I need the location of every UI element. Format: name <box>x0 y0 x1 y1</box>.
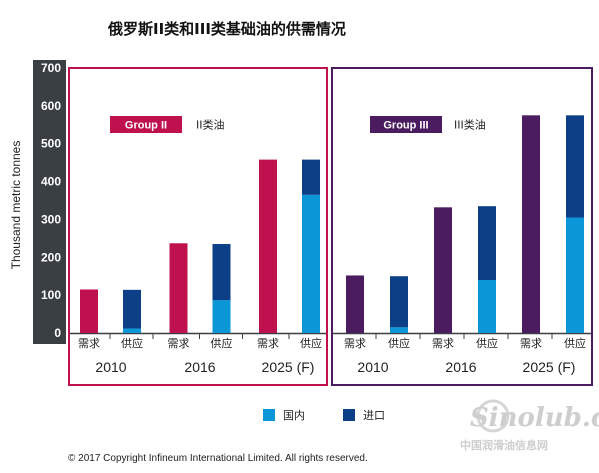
legend-label-import: 进口 <box>363 409 385 422</box>
bar-supply-domestic <box>123 328 141 333</box>
year-label: 2025 (F) <box>523 359 576 375</box>
bar-supply-import <box>390 276 408 328</box>
group-badge <box>110 116 182 133</box>
panel-frame <box>68 67 328 386</box>
y-tick-label: 400 <box>41 175 61 189</box>
bar-supply-import <box>212 244 231 301</box>
bar-supply-domestic <box>566 217 584 333</box>
bar-supply-import <box>302 159 320 195</box>
y-tick-label: 700 <box>41 61 61 75</box>
x-label-demand: 需求 <box>432 337 454 350</box>
x-label-demand: 需求 <box>520 337 542 350</box>
x-label-demand: 需求 <box>257 337 279 350</box>
x-label-supply: 供应 <box>476 336 498 350</box>
watermark-cn: 中国润滑油信息网 <box>460 438 548 452</box>
y-tick-label: 200 <box>41 250 61 264</box>
year-label: 2010 <box>357 359 388 375</box>
group-desc: II类油 <box>196 118 225 132</box>
bar-supply-import <box>566 115 584 218</box>
group-desc: III类油 <box>454 118 486 132</box>
watermark-brand: Sinolub.com <box>470 403 599 433</box>
bar-demand <box>346 275 364 333</box>
x-label-demand: 需求 <box>344 337 366 350</box>
bar-supply-domestic <box>390 327 408 333</box>
group-label: Group III <box>383 120 428 132</box>
x-label-demand: 需求 <box>78 337 100 350</box>
x-label-supply: 供应 <box>121 336 143 350</box>
bar-demand <box>169 243 188 333</box>
bar-supply-domestic <box>478 280 496 333</box>
y-tick-label: 300 <box>41 212 61 226</box>
x-label-supply: 供应 <box>564 336 586 350</box>
bar-supply-import <box>478 206 496 280</box>
legend-swatch-import <box>343 409 355 421</box>
bar-supply-domestic <box>212 300 231 333</box>
year-label: 2016 <box>445 359 476 375</box>
panel-frame <box>331 67 593 386</box>
bar-demand <box>259 159 277 333</box>
y-ticks: 0 100 200 300 400 500 600 700 <box>41 61 61 340</box>
year-label: 2010 <box>95 359 126 375</box>
x-label-supply: 供应 <box>300 336 322 350</box>
group-badge <box>370 116 442 133</box>
y-axis-label: Thousand metric tonnes <box>9 141 23 270</box>
group-label: Group II <box>125 120 167 132</box>
x-label-supply: 供应 <box>388 336 410 350</box>
year-label: 2016 <box>184 359 215 375</box>
bar-supply-domestic <box>302 194 320 333</box>
watermark-logo: Sinolub.com 中国润滑油信息网 <box>460 399 599 452</box>
y-tick-label: 500 <box>41 137 61 151</box>
bar-demand <box>434 207 452 333</box>
copyright-text: © 2017 Copyright Infineum International … <box>68 453 368 464</box>
chart-title: 俄罗斯II类和III类基础油的供需情况 <box>107 20 346 38</box>
year-label: 2025 (F) <box>262 359 315 375</box>
y-tick-label: 600 <box>41 99 61 113</box>
legend-swatch-domestic <box>263 409 275 421</box>
bar-demand <box>522 115 540 333</box>
y-axis-band <box>33 60 66 344</box>
x-label-demand: 需求 <box>168 337 190 350</box>
bar-supply-import <box>123 289 141 329</box>
y-tick-label: 0 <box>54 326 61 340</box>
y-tick-label: 100 <box>41 288 61 302</box>
bar-demand <box>80 289 98 333</box>
legend-label-domestic: 国内 <box>283 408 305 422</box>
x-label-supply: 供应 <box>211 336 233 350</box>
